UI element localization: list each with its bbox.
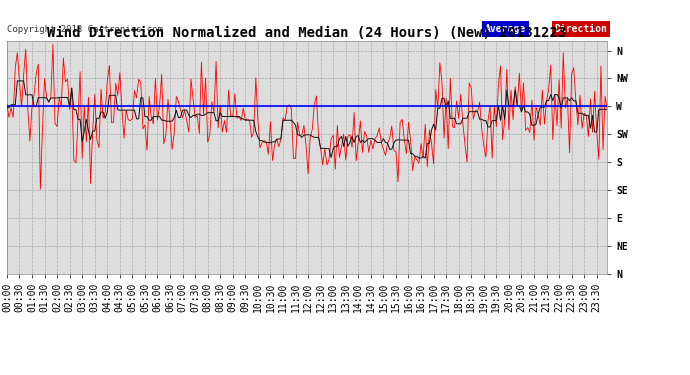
Text: Average: Average <box>485 24 526 34</box>
Text: Direction: Direction <box>554 24 607 34</box>
Title: Wind Direction Normalized and Median (24 Hours) (New) 20131223: Wind Direction Normalized and Median (24… <box>48 26 566 40</box>
Text: Copyright 2013 Cartronics.com: Copyright 2013 Cartronics.com <box>7 25 163 34</box>
